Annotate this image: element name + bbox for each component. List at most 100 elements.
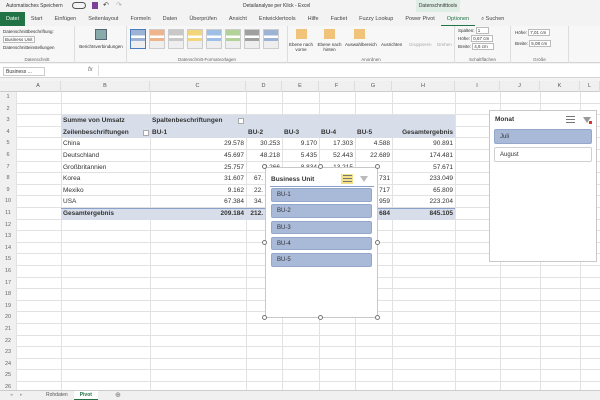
resize-handle[interactable] <box>375 164 380 169</box>
formula-input[interactable] <box>98 65 598 76</box>
row-header[interactable]: 7 <box>0 161 16 174</box>
column-header[interactable]: A <box>16 81 61 92</box>
cell[interactable]: Summe von Umsatz <box>63 117 125 125</box>
cell[interactable]: 9.162 <box>227 186 244 194</box>
column-header[interactable]: L <box>580 81 600 92</box>
cell[interactable]: Deutschland <box>63 152 100 159</box>
cell[interactable]: 67.384 <box>224 198 244 206</box>
cell[interactable]: USA <box>63 198 77 206</box>
tab-fuzzy-lookup[interactable]: Fuzzy Lookup <box>359 16 394 22</box>
slicer-item-bu-1[interactable]: BU-1 <box>271 188 372 202</box>
tab-überprüfen[interactable]: Überprüfen <box>189 16 217 22</box>
cell[interactable]: Mexiko <box>63 186 84 194</box>
cell[interactable]: Zeilenbeschriftungen <box>63 128 129 136</box>
tab-entwicklertools[interactable]: Entwicklertools <box>258 16 296 22</box>
cell[interactable]: 29.578 <box>224 140 244 148</box>
clear-filter-icon[interactable] <box>583 117 591 123</box>
redo-icon[interactable]: ↷ <box>116 2 122 9</box>
send-backward-button[interactable]: Ebene nach hinten <box>317 42 342 52</box>
slicer-style-swatch[interactable] <box>149 29 165 49</box>
cell[interactable]: BU-3 <box>284 128 300 136</box>
cell[interactable]: 48.218 <box>260 152 280 159</box>
resize-handle[interactable] <box>262 315 267 320</box>
cell[interactable]: 731 <box>379 175 390 183</box>
tab-optionen[interactable]: Optionen <box>440 12 476 26</box>
resize-handle[interactable] <box>375 315 380 320</box>
slicer-caption-input[interactable]: Business Unit <box>3 36 35 43</box>
column-header[interactable]: K <box>540 81 580 92</box>
row-header[interactable]: 24 <box>0 358 16 371</box>
autosave-toggle[interactable] <box>72 2 86 9</box>
row-header[interactable]: 5 <box>0 138 16 150</box>
column-header[interactable]: I <box>455 81 500 92</box>
slicer-item-bu-2[interactable]: BU-2 <box>271 204 372 218</box>
undo-icon[interactable]: ↶ <box>103 2 109 9</box>
add-sheet-icon[interactable]: ⊕ <box>115 392 121 399</box>
row-header[interactable]: 13 <box>0 231 16 243</box>
tab-factiet[interactable]: Factiet <box>330 16 348 22</box>
cell[interactable]: 67. <box>253 175 263 183</box>
height-input[interactable]: 7,01 cm <box>528 29 551 36</box>
search-box[interactable]: ⌕ Suchen <box>481 16 505 22</box>
cell[interactable]: 209.184 <box>220 210 245 217</box>
columns-input[interactable]: 1 <box>475 27 490 34</box>
cell[interactable]: 25.757 <box>224 163 244 171</box>
row-header[interactable]: 22 <box>0 335 16 348</box>
slicer-style-swatch[interactable] <box>244 29 260 49</box>
row-header[interactable]: 18 <box>0 289 16 301</box>
column-header[interactable]: J <box>500 81 540 92</box>
row-header[interactable]: 3 <box>0 115 16 127</box>
month-slicer[interactable]: Monat Juli August <box>489 110 597 262</box>
resize-handle[interactable] <box>262 240 267 245</box>
report-connections-button[interactable]: Berichtsverbindungen <box>79 44 123 49</box>
row-header[interactable]: 11 <box>0 208 16 220</box>
scroll-left-icon[interactable]: ◂ <box>10 392 13 398</box>
cell[interactable]: 31.607 <box>224 175 244 183</box>
selection-pane-button[interactable]: Auswahlbereich <box>345 42 377 47</box>
cell[interactable]: 223.204 <box>429 198 454 206</box>
cell[interactable]: Gesamtergebnis <box>402 128 453 136</box>
slicer-item-august[interactable]: August <box>494 147 592 162</box>
slicer-style-swatch[interactable] <box>225 29 241 49</box>
slicer-settings-button[interactable]: Datenschnitteinstellungen <box>3 45 55 50</box>
row-header[interactable]: 10 <box>0 196 16 208</box>
resize-handle[interactable] <box>375 240 380 245</box>
slicer-style-swatch[interactable] <box>187 29 203 49</box>
scroll-right-icon[interactable]: ▸ <box>20 392 23 398</box>
cell[interactable]: 90.891 <box>433 140 453 148</box>
row-header[interactable]: 25 <box>0 370 16 382</box>
sheet-tab-rohdaten[interactable]: Rohdaten <box>46 392 68 398</box>
column-header[interactable]: C <box>150 81 246 92</box>
slicer-item-bu-4[interactable]: BU-4 <box>271 236 372 251</box>
cell[interactable]: 845.105 <box>429 210 454 217</box>
tab-daten[interactable]: Daten <box>162 16 178 22</box>
slicer-style-swatch[interactable] <box>130 29 146 49</box>
resize-handle[interactable] <box>318 315 323 320</box>
cell[interactable]: 233.049 <box>429 175 454 183</box>
bring-forward-button[interactable]: Ebene nach vorne <box>288 42 314 52</box>
row-header[interactable]: 21 <box>0 324 16 336</box>
save-icon[interactable] <box>92 2 98 9</box>
button-width-input[interactable]: 4,6 cm <box>472 43 494 50</box>
cell[interactable]: 212. <box>250 210 263 217</box>
align-button[interactable]: Ausrichten <box>381 42 403 47</box>
row-header[interactable]: 15 <box>0 254 16 266</box>
width-input[interactable]: 5,08 cm <box>529 40 552 47</box>
column-header[interactable]: H <box>392 81 455 92</box>
tab-ansicht[interactable]: Ansicht <box>228 16 247 22</box>
row-header[interactable]: 19 <box>0 300 16 313</box>
fx-icon[interactable]: fx <box>88 67 93 73</box>
tab-seitenlayout[interactable]: Seitenlayout <box>88 16 119 22</box>
tab-hilfe[interactable]: Hilfe <box>307 16 319 22</box>
cell[interactable]: Großbritannien <box>63 163 107 171</box>
multi-select-icon[interactable] <box>341 174 353 184</box>
row-header[interactable]: 12 <box>0 219 16 232</box>
column-header[interactable]: F <box>319 81 355 92</box>
row-header[interactable]: 20 <box>0 312 16 324</box>
multi-select-icon[interactable] <box>566 116 575 124</box>
slicer-style-swatch[interactable] <box>206 29 222 49</box>
cell[interactable]: 34. <box>253 198 263 206</box>
slicer-item-juli[interactable]: Juli <box>494 129 592 144</box>
cell[interactable]: 4.588 <box>373 140 390 148</box>
row-header[interactable]: 6 <box>0 150 16 162</box>
